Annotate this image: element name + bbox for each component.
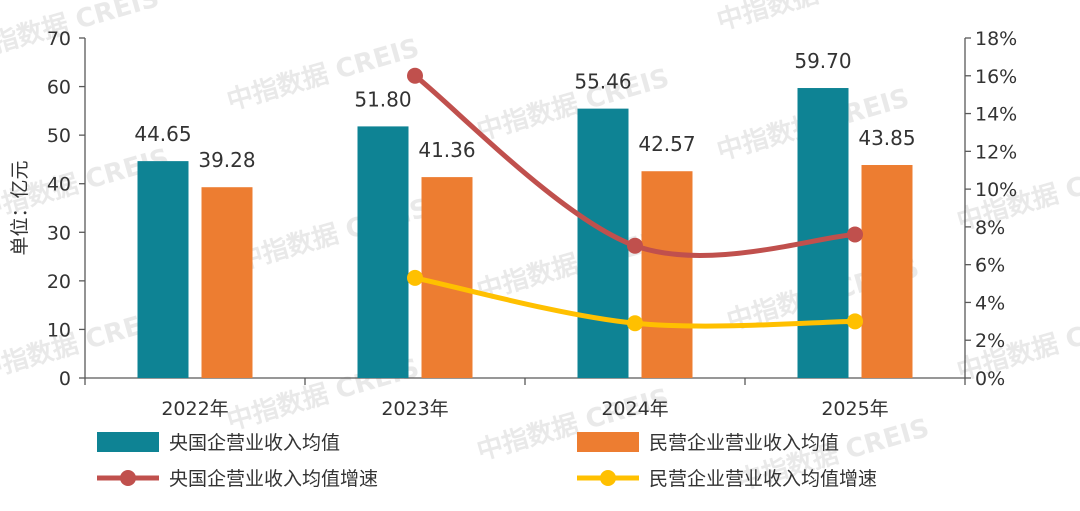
category-label: 2025年: [821, 398, 888, 420]
left-tick-label: 0: [59, 368, 71, 390]
watermark-text: 中指数据 CREIS: [0, 0, 163, 67]
left-tick-label: 50: [47, 125, 71, 147]
bar: [641, 171, 693, 378]
right-tick-label: 18%: [975, 28, 1017, 50]
growth-point: [627, 237, 643, 254]
legend-label: 央国企营业收入均值: [169, 432, 340, 454]
category-ticks: 2022年 2023年 2024年 2025年: [84, 378, 966, 420]
growth-lines: [407, 67, 863, 332]
watermark-text: 中指数据 CREIS: [954, 303, 1080, 387]
category-label: 2022年: [161, 398, 228, 420]
bar: [577, 108, 629, 378]
watermark-text: 中指数据 CREIS: [474, 383, 673, 467]
category-label: 2023年: [381, 398, 448, 420]
legend-label: 央国企营业收入均值增速: [169, 468, 378, 490]
bar-value-label: 43.85: [858, 126, 915, 150]
bar: [137, 161, 189, 378]
bar: [357, 126, 409, 379]
growth-point: [627, 315, 643, 332]
right-tick-label: 2%: [975, 330, 1005, 352]
bar-value-label: 44.65: [134, 122, 191, 146]
right-tick-label: 4%: [975, 292, 1005, 314]
right-tick-label: 12%: [975, 141, 1017, 163]
left-tick-label: 20: [47, 271, 71, 293]
growth-point: [407, 269, 423, 286]
bar-value-label: 39.28: [198, 148, 255, 172]
bars: 44.65 51.80 55.46 59.70 39.28 41.36 42.57 43.85: [134, 49, 916, 379]
growth-point: [847, 313, 863, 330]
legend-swatch: [97, 432, 159, 452]
right-axis-ticks: 0% 2% 4% 6% 8% 10% 12% 14% 16% 18%: [965, 28, 1017, 390]
bar: [861, 165, 913, 378]
bar: [201, 187, 253, 378]
bar: [797, 88, 849, 379]
bar: [421, 177, 473, 378]
bar-value-label: 51.80: [354, 87, 411, 111]
right-tick-label: 14%: [975, 104, 1017, 126]
right-tick-label: 0%: [975, 368, 1005, 390]
right-tick-label: 10%: [975, 179, 1017, 201]
bar-value-label: 42.57: [638, 132, 695, 156]
legend-label: 民营企业营业收入均值增速: [649, 468, 877, 490]
right-tick-label: 16%: [975, 66, 1017, 88]
category-label: 2024年: [601, 398, 668, 420]
legend-marker: [120, 470, 136, 486]
legend-marker: [600, 470, 616, 486]
left-axis-ticks: 0 10 20 30 40 50 60 70: [47, 28, 85, 390]
left-tick-label: 40: [47, 174, 71, 196]
legend-swatch: [577, 432, 639, 452]
right-tick-label: 6%: [975, 255, 1005, 277]
bar-value-label: 59.70: [794, 49, 851, 73]
left-tick-label: 30: [47, 222, 71, 244]
y-axis-title: 单位：亿元: [9, 160, 31, 255]
bar-value-label: 55.46: [574, 70, 631, 94]
left-tick-label: 60: [47, 77, 71, 99]
legend-label: 民营企业营业收入均值: [649, 432, 839, 454]
left-tick-label: 70: [47, 28, 71, 50]
left-tick-label: 10: [47, 319, 71, 341]
watermark-text: 中指数据 CREIS: [714, 0, 913, 37]
growth-point: [847, 226, 863, 243]
growth-point: [407, 67, 423, 84]
bar-value-label: 41.36: [418, 138, 475, 162]
right-tick-label: 8%: [975, 217, 1005, 239]
